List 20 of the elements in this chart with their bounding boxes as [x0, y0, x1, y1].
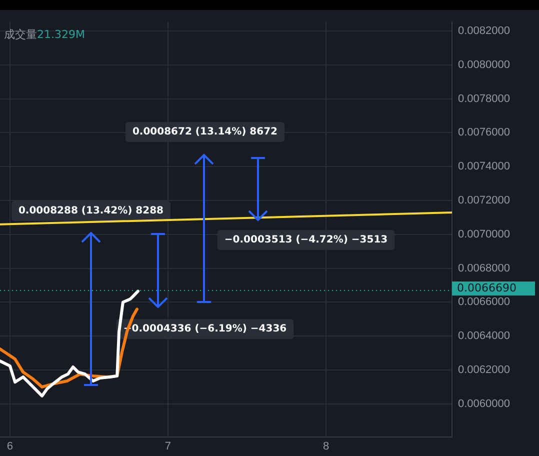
y-tick-label: 0.0078000	[458, 92, 510, 105]
y-tick-label: 0.0074000	[458, 160, 510, 173]
ref-line-label: 0.0066690	[457, 281, 516, 294]
x-tick-label: 8	[322, 440, 330, 452]
y-tick-label: 0.0060000	[458, 398, 510, 410]
y-tick-label: 0.0082000	[458, 25, 510, 38]
y-tick-label: 0.0062000	[458, 364, 510, 376]
annotation: 成交量21.329M	[4, 27, 85, 42]
y-tick-label: 0.0066000	[458, 296, 510, 308]
annotation: 0.0008288 (13.42%) 8288	[18, 206, 164, 217]
x-tick-label: 6	[6, 440, 14, 452]
x-tick-label: 7	[164, 440, 172, 452]
y-tick-label: 0.0070000	[458, 228, 510, 240]
y-tick-label: 0.0080000	[458, 58, 510, 71]
y-tick-label: 0.0076000	[458, 126, 510, 139]
annotation: 0.0008672 (13.14%) 8672	[132, 126, 278, 138]
y-tick-label: 0.0068000	[458, 262, 510, 274]
annotation: −0.0003513 (−4.72%) −3513	[224, 234, 388, 246]
y-tick-label: 0.0072000	[458, 194, 510, 207]
y-tick-label: 0.0064000	[458, 330, 510, 342]
